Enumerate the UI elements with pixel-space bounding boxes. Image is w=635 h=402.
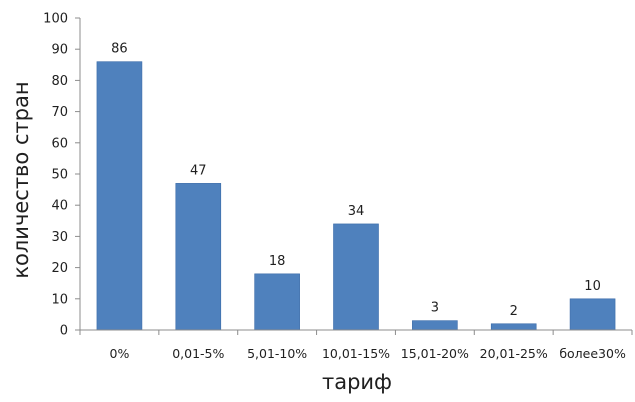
data-label-6: 10 [584, 279, 601, 294]
y-tick-label: 0 [60, 324, 68, 339]
bar-5 [490, 323, 537, 331]
category-label-0: 0% [110, 346, 130, 361]
bar-0 [96, 61, 143, 331]
bar-4 [412, 320, 458, 331]
y-tick-label: 30 [51, 230, 68, 245]
x-axis-title: тариф [322, 370, 392, 394]
y-tick-label: 10 [51, 292, 68, 307]
y-tick-label: 60 [51, 136, 68, 151]
y-tick-label: 70 [51, 105, 68, 120]
category-label-6: более30% [559, 346, 626, 361]
y-tick-label: 50 [51, 168, 68, 183]
data-label-4: 3 [431, 301, 439, 316]
y-tick-label: 100 [43, 12, 68, 27]
data-label-3: 34 [348, 204, 365, 219]
y-axis-ticks: 0 10 20 30 40 50 60 70 80 90 100 [43, 12, 80, 339]
x-axis-category-labels: 0% 0,01-5% 5,01-10% 10,01-15% 15,01-20% 20,01… [110, 346, 626, 361]
category-label-1: 0,01-5% [172, 346, 224, 361]
bar-1 [175, 183, 222, 331]
bar-3 [333, 223, 379, 331]
y-tick-label: 80 [51, 74, 68, 89]
category-label-4: 15,01-20% [401, 346, 469, 361]
bars [96, 61, 616, 331]
data-labels: 86 47 18 34 3 2 10 [111, 42, 601, 319]
axes [79, 18, 633, 335]
data-label-2: 18 [269, 254, 286, 269]
category-label-2: 5,01-10% [247, 346, 307, 361]
data-label-1: 47 [190, 163, 207, 178]
data-label-5: 2 [510, 304, 518, 319]
bar-2 [254, 273, 300, 331]
data-label-0: 86 [111, 42, 128, 57]
category-label-5: 20,01-25% [480, 346, 548, 361]
category-label-3: 10,01-15% [322, 346, 390, 361]
bar-6 [569, 298, 616, 331]
y-tick-label: 40 [51, 199, 68, 214]
y-axis-title: количество стран [9, 81, 33, 278]
y-tick-label: 90 [51, 43, 68, 58]
y-tick-label: 20 [51, 261, 68, 276]
